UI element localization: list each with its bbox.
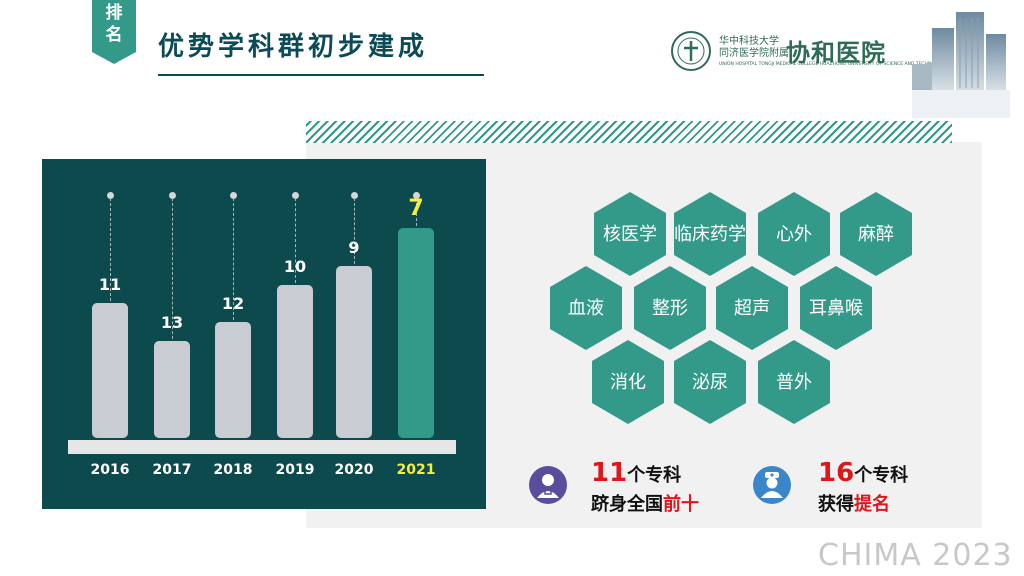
hex-gastroenterology: 消化 <box>592 340 664 424</box>
stat-top10-black: 跻身全国 <box>591 494 663 515</box>
chart-dot-2020 <box>350 192 358 199</box>
stat-nominated-suffix: 个专科 <box>854 465 909 486</box>
hex-nuclear-medicine: 核医学 <box>594 192 666 276</box>
stat-nominated-black: 获得 <box>818 494 854 515</box>
nurse-icon <box>753 466 791 504</box>
hospital-name-cn: 华中科技大学 同济医学院附属 <box>719 36 789 60</box>
chart-guide-2019 <box>295 198 296 283</box>
chart-year-2020: 2020 <box>334 462 374 478</box>
chart-bar-2017 <box>154 341 190 438</box>
chart-value-2019: 10 <box>283 256 307 276</box>
hatch-decoration <box>306 121 952 143</box>
rank-tag-char-1: 排 <box>105 3 123 23</box>
hex-plastic-surgery: 整形 <box>634 266 706 350</box>
hex-cardiac-surgery: 心外 <box>758 192 830 276</box>
hospital-name-line1: 华中科技大学 <box>719 36 779 47</box>
chima-watermark: CHIMA 2023 <box>818 538 1013 573</box>
stat-top10-line1: 11个专科 <box>591 458 699 488</box>
hospital-script-logo: 协和医院 <box>786 38 886 67</box>
stat-nominated-red: 提名 <box>854 494 890 515</box>
hex-hematology: 血液 <box>550 266 622 350</box>
chart-dot-2019 <box>291 192 299 199</box>
chart-bar-2016 <box>92 303 128 438</box>
chart-baseline <box>68 440 456 454</box>
hex-general-surgery: 普外 <box>758 340 830 424</box>
chart-year-2021: 2021 <box>396 462 436 478</box>
stat-top10-line2: 跻身全国前十 <box>591 490 699 516</box>
hex-ultrasound: 超声 <box>716 266 788 350</box>
chart-guide-2018 <box>233 198 234 321</box>
chart-dot-2017 <box>168 192 176 199</box>
hospital-name-en: UNION HOSPITAL TONGJI MEDICAL COLLEGE HU… <box>719 62 947 67</box>
chart-value-2017: 13 <box>160 313 184 332</box>
stat-nominated-number: 16 <box>818 458 855 488</box>
hospital-name-line2: 同济医学院附属 <box>719 48 789 59</box>
hex-ent: 耳鼻喉 <box>800 266 872 350</box>
stat-nominated: 16个专科 获得提名 <box>818 458 908 516</box>
chart-dot-2016 <box>106 192 114 199</box>
chart-guide-2017 <box>172 198 173 339</box>
chart-year-2017: 2017 <box>152 462 192 478</box>
title-underline <box>158 74 484 76</box>
hex-urology: 泌尿 <box>674 340 746 424</box>
chart-dot-2018 <box>229 192 237 199</box>
stat-top10-number: 11 <box>591 458 628 488</box>
rank-tag-text: 排 名 <box>92 2 136 46</box>
rank-tag <box>92 0 136 64</box>
stat-nominated-line2: 获得提名 <box>818 490 908 516</box>
hospital-emblem-icon <box>671 31 711 71</box>
chart-year-2018: 2018 <box>213 462 253 478</box>
chart-value-2016: 11 <box>98 275 122 295</box>
chart-guide-2021 <box>416 198 417 226</box>
chart-bar-2019 <box>277 284 313 438</box>
chart-guide-2020 <box>354 198 355 264</box>
chart-value-2021: 7 <box>408 196 424 221</box>
stat-top10: 11个专科 跻身全国前十 <box>591 458 699 516</box>
chart-year-2016: 2016 <box>90 462 130 478</box>
chart-bar-2020 <box>336 265 372 438</box>
chart-bar-2021 <box>398 228 434 438</box>
stat-top10-suffix: 个专科 <box>627 465 682 486</box>
page-title: 优势学科群初步建成 <box>158 32 429 62</box>
chart-guide-2016 <box>110 198 111 302</box>
stat-top10-red: 前十 <box>663 494 699 515</box>
chart-bar-2018 <box>215 322 251 438</box>
hospital-building-image <box>912 12 1010 118</box>
stat-nominated-line1: 16个专科 <box>818 458 908 488</box>
hex-clinical-pharmacy: 临床药学 <box>674 192 746 276</box>
doctor-icon <box>529 466 567 504</box>
chart-dot-2021 <box>412 192 420 199</box>
chart-year-2019: 2019 <box>275 462 315 478</box>
chart-value-2020: 9 <box>348 237 360 257</box>
hex-anesthesiology: 麻醉 <box>840 192 912 276</box>
rank-tag-char-2: 名 <box>105 25 123 45</box>
chart-value-2018: 12 <box>221 294 245 314</box>
